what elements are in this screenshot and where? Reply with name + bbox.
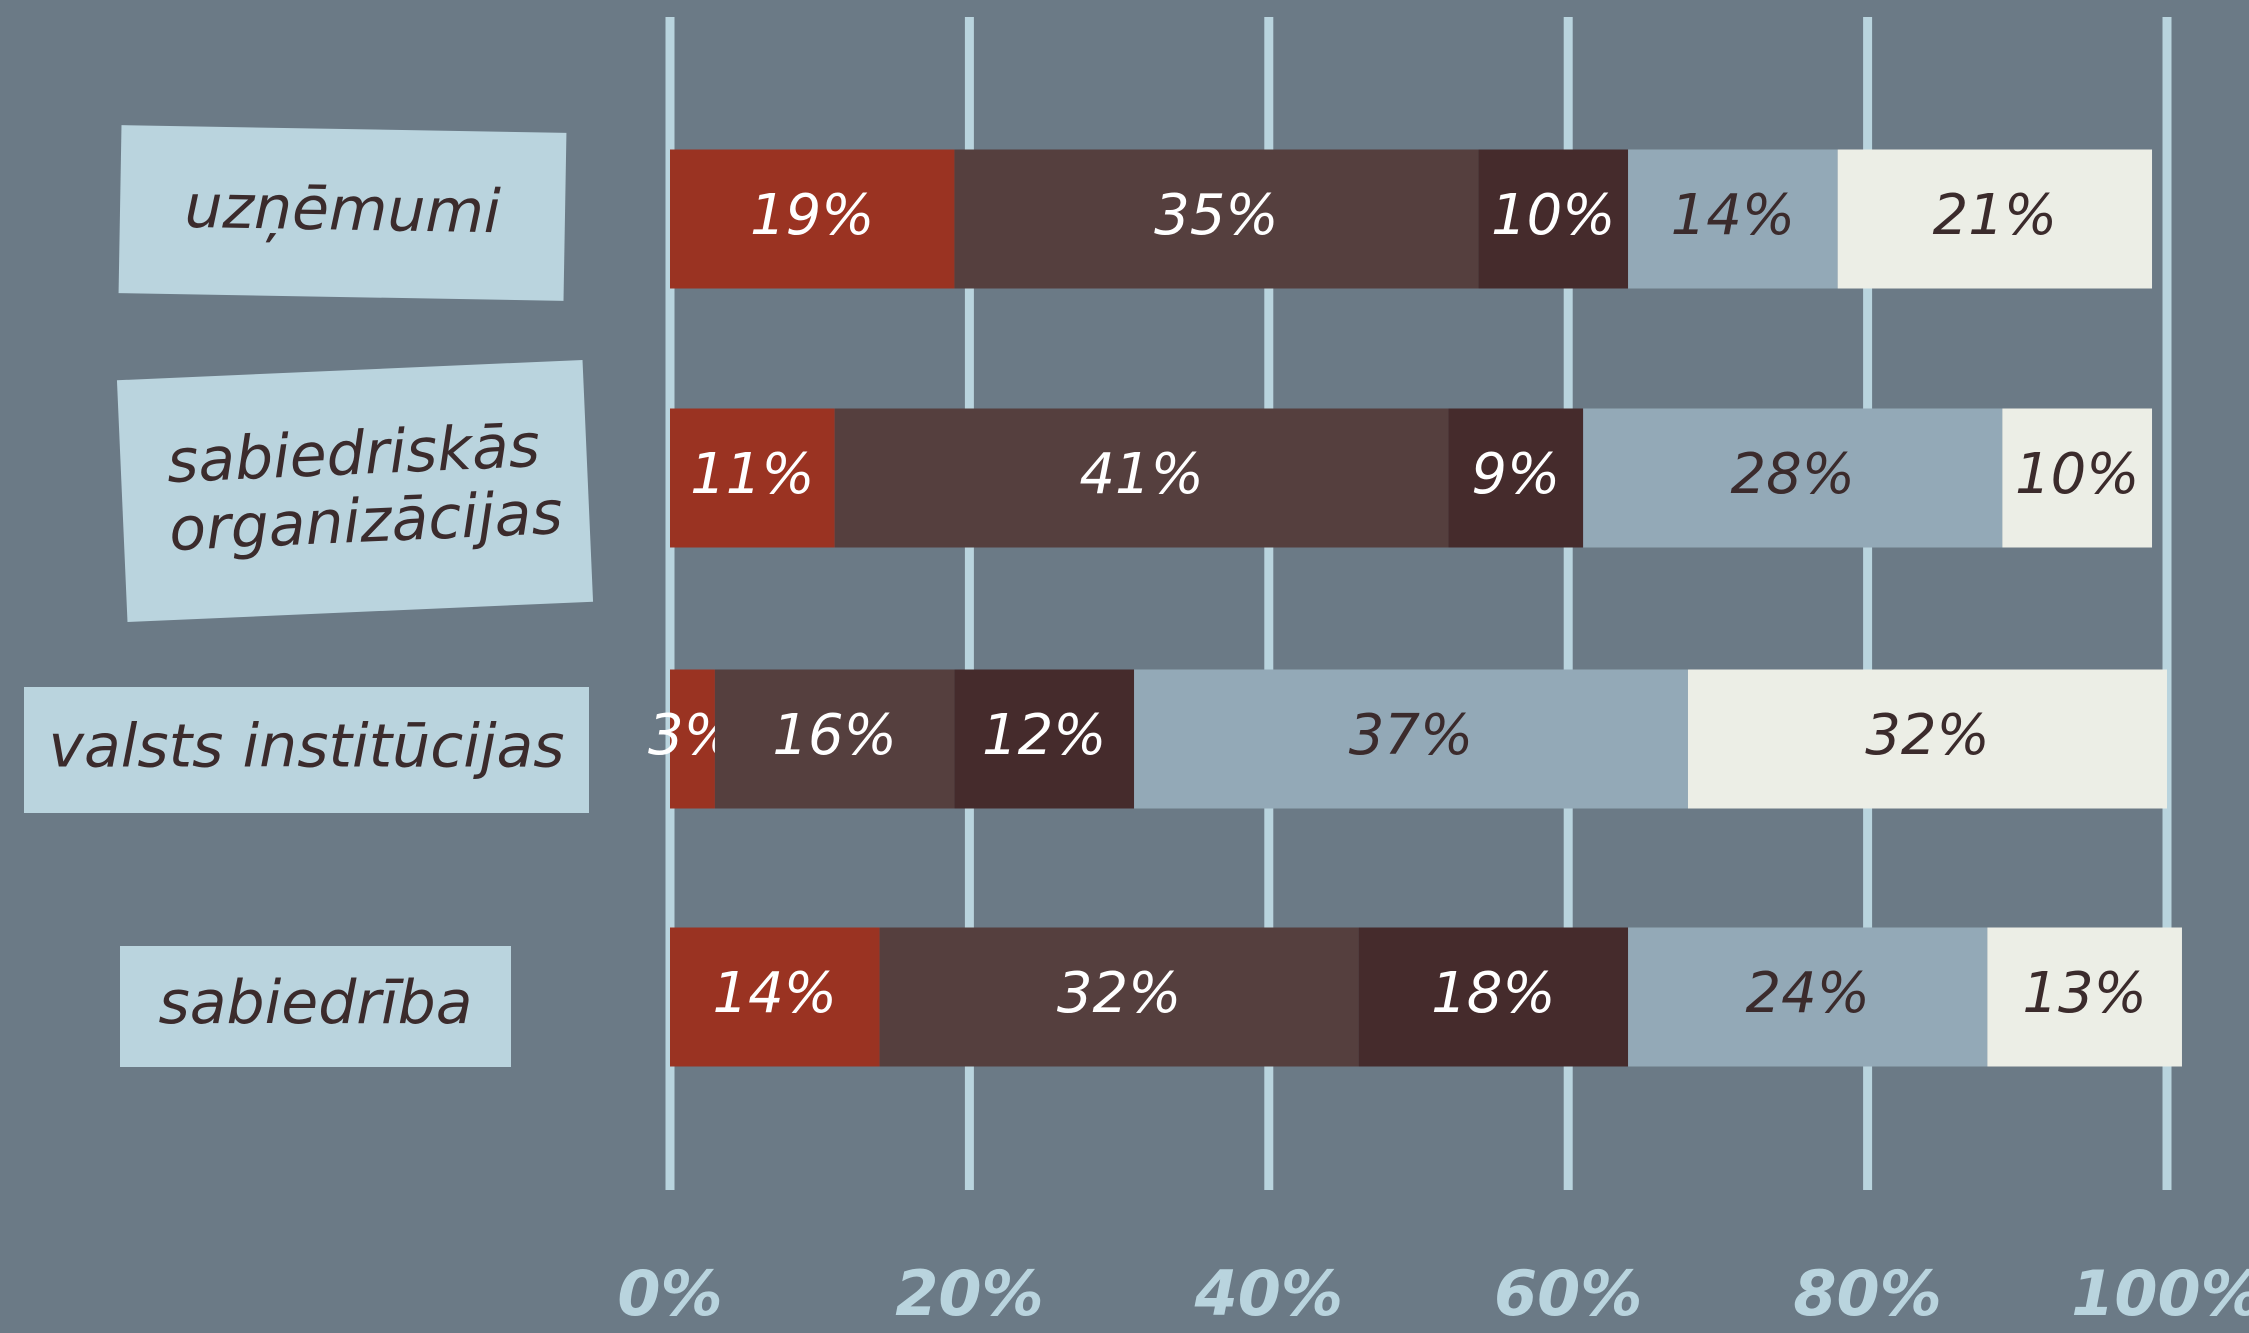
value-label: 32% bbox=[1865, 703, 1989, 768]
x-tick-label: 60% bbox=[1494, 1257, 1642, 1330]
value-label: 32% bbox=[1057, 961, 1181, 1026]
category-box: valsts institūcijas bbox=[24, 687, 589, 813]
value-label: 13% bbox=[2022, 961, 2146, 1026]
bar-segment bbox=[954, 149, 1479, 289]
category-label: valsts institūcijas bbox=[48, 712, 564, 782]
bar-segment bbox=[670, 669, 715, 809]
x-axis: 0% 20% 40% 60% 80% 100% bbox=[617, 1257, 2249, 1330]
category-label: sabiedrība bbox=[159, 968, 473, 1038]
bar-segment bbox=[2002, 408, 2153, 548]
value-label: 16% bbox=[772, 703, 896, 768]
bar-segment bbox=[1134, 669, 1688, 809]
x-tick-label: 100% bbox=[2071, 1257, 2249, 1330]
bar-segment bbox=[670, 408, 835, 548]
bar-segment bbox=[1628, 927, 1988, 1067]
bar-segment bbox=[954, 669, 1135, 809]
value-label: 10% bbox=[2015, 442, 2139, 507]
category-label: uzņēmumi bbox=[184, 172, 502, 248]
bar-segment bbox=[670, 149, 955, 289]
bar-segment bbox=[1987, 927, 2182, 1067]
value-label: 9% bbox=[1471, 442, 1560, 507]
bars: 19% 35% 10% 14% 21%11% 41% 9% 28% 10%3% 16% 12% 37%… bbox=[648, 149, 2182, 1067]
value-label: 14% bbox=[713, 961, 837, 1026]
x-tick-label: 40% bbox=[1194, 1257, 1343, 1330]
category-box: sabiedrība bbox=[120, 946, 511, 1067]
bar-segment bbox=[1583, 408, 2003, 548]
category-box-bg bbox=[118, 125, 567, 301]
category-label-line: sabiedriskās bbox=[165, 411, 541, 497]
value-label: 35% bbox=[1154, 183, 1278, 248]
value-label: 10% bbox=[1491, 183, 1615, 248]
bar-segment bbox=[670, 927, 880, 1067]
category-labels: uzņēmumi sabiedriskās organizācijas valsts… bbox=[24, 125, 594, 1067]
category-box-bg bbox=[120, 946, 511, 1067]
bar-segment bbox=[1358, 927, 1629, 1067]
value-label: 41% bbox=[1079, 442, 1203, 507]
bar-segment bbox=[1687, 669, 2167, 809]
bar-segment bbox=[834, 408, 1449, 548]
value-label: 18% bbox=[1431, 961, 1555, 1026]
value-label: 37% bbox=[1349, 703, 1473, 768]
bar-segment bbox=[1628, 149, 1838, 289]
value-label: 12% bbox=[982, 703, 1106, 768]
category-box-bg bbox=[24, 687, 589, 813]
value-label: 14% bbox=[1671, 183, 1795, 248]
category-box: sabiedriskās organizācijas bbox=[116, 359, 594, 623]
bar-segment bbox=[1837, 149, 2153, 289]
value-label: 21% bbox=[1933, 183, 2057, 248]
x-tick-label: 0% bbox=[617, 1257, 722, 1330]
bar-segment bbox=[879, 927, 1359, 1067]
category-box: uzņēmumi bbox=[118, 125, 567, 301]
value-label: 24% bbox=[1745, 961, 1869, 1026]
bar-segment bbox=[714, 669, 955, 809]
x-tick-label: 20% bbox=[895, 1257, 1043, 1330]
value-label: 19% bbox=[750, 183, 874, 248]
value-label: 11% bbox=[690, 442, 814, 507]
bar-segment bbox=[1448, 408, 1584, 548]
value-label: 28% bbox=[1731, 442, 1855, 507]
category-label: sabiedriskās organizācijas bbox=[146, 410, 564, 566]
bar-segment bbox=[1478, 149, 1629, 289]
category-box-bg bbox=[116, 359, 594, 623]
x-tick-label: 80% bbox=[1793, 1257, 1941, 1330]
